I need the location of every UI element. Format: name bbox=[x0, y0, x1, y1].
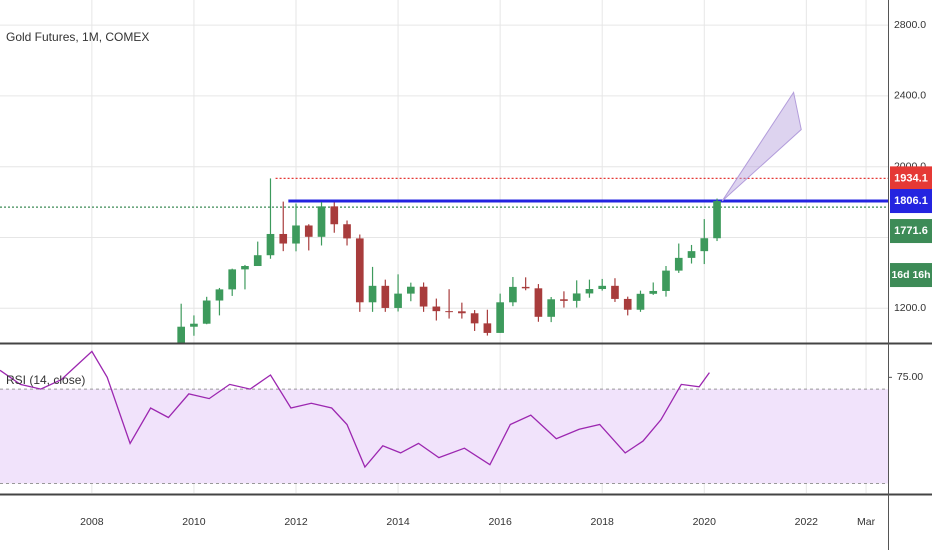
candle-body bbox=[266, 233, 275, 256]
candle-body bbox=[483, 323, 492, 333]
price-label-box bbox=[890, 189, 932, 214]
candle-body bbox=[177, 326, 185, 344]
rsi-band bbox=[0, 389, 888, 484]
candle-body bbox=[292, 225, 300, 244]
candle-body bbox=[547, 299, 555, 317]
candle-body bbox=[368, 285, 377, 303]
candle-body bbox=[598, 285, 607, 290]
candle-body bbox=[623, 298, 632, 310]
y-tick-label: 2400.0 bbox=[894, 90, 926, 102]
candle-body bbox=[572, 293, 581, 301]
x-tick-label: 2016 bbox=[488, 516, 512, 528]
y-tick-label: 1200.0 bbox=[894, 302, 926, 314]
candle-body bbox=[560, 299, 568, 301]
candle-body bbox=[190, 323, 198, 327]
candle-body bbox=[279, 233, 288, 244]
candle-body bbox=[241, 266, 249, 270]
rsi-line bbox=[0, 350, 710, 469]
candle-body bbox=[662, 270, 670, 291]
price-label-box bbox=[890, 166, 932, 191]
countdown-box bbox=[890, 263, 932, 288]
candle-body bbox=[202, 300, 211, 324]
candle-body bbox=[215, 289, 224, 301]
candle-body bbox=[330, 206, 339, 225]
price-label: 1934.1 bbox=[894, 172, 928, 184]
candle-body bbox=[470, 313, 479, 324]
candle-body bbox=[228, 269, 237, 290]
candle-body bbox=[713, 201, 721, 239]
candle-body bbox=[496, 302, 504, 333]
candle-body bbox=[445, 311, 453, 313]
y-tick-label: 2800.0 bbox=[894, 19, 926, 31]
candle-body bbox=[611, 285, 619, 299]
candle-body bbox=[407, 286, 415, 294]
candle-body bbox=[534, 288, 543, 317]
rsi-tick-label: 75.00 bbox=[897, 371, 923, 383]
candle-body bbox=[304, 225, 313, 237]
candle-body bbox=[394, 293, 402, 308]
x-tick-label: 2012 bbox=[284, 516, 308, 528]
candle-body bbox=[649, 290, 658, 294]
candle-body bbox=[687, 251, 696, 258]
candle-body bbox=[317, 206, 326, 237]
plot-layer: 2008 2010 2012 2014 2016 2018 2020 2022 Mar 2800.… bbox=[0, 0, 926, 528]
price-label: 1806.1 bbox=[894, 195, 928, 207]
rsi-label: RSI (14, close) bbox=[6, 373, 85, 387]
candle-body bbox=[585, 289, 594, 294]
candle-body bbox=[355, 238, 364, 303]
chart-title: Gold Futures, 1M, COMEX bbox=[6, 30, 149, 44]
countdown: 16d 16h bbox=[891, 269, 930, 281]
x-tick-label: Mar bbox=[857, 516, 876, 528]
candle-body bbox=[458, 311, 466, 314]
price-label-box bbox=[890, 219, 932, 244]
x-tick-label: 2020 bbox=[693, 516, 717, 528]
candle-body bbox=[253, 255, 262, 267]
projection-shape bbox=[721, 91, 802, 202]
x-tick-label: 2014 bbox=[386, 516, 410, 528]
candle-body bbox=[521, 286, 530, 289]
x-tick-label: 2018 bbox=[591, 516, 615, 528]
candle-body bbox=[636, 293, 645, 310]
x-tick-label: 2010 bbox=[182, 516, 206, 528]
candle-body bbox=[432, 306, 441, 312]
candle-body bbox=[381, 285, 390, 308]
price-label: 1771.6 bbox=[894, 225, 928, 237]
candle-body bbox=[419, 286, 428, 307]
candle-body bbox=[674, 257, 683, 271]
x-tick-label: 2008 bbox=[80, 516, 104, 528]
candle-body bbox=[509, 286, 517, 303]
candle-body bbox=[700, 238, 709, 252]
candle-body bbox=[343, 224, 351, 239]
x-tick-label: 2022 bbox=[795, 516, 819, 528]
